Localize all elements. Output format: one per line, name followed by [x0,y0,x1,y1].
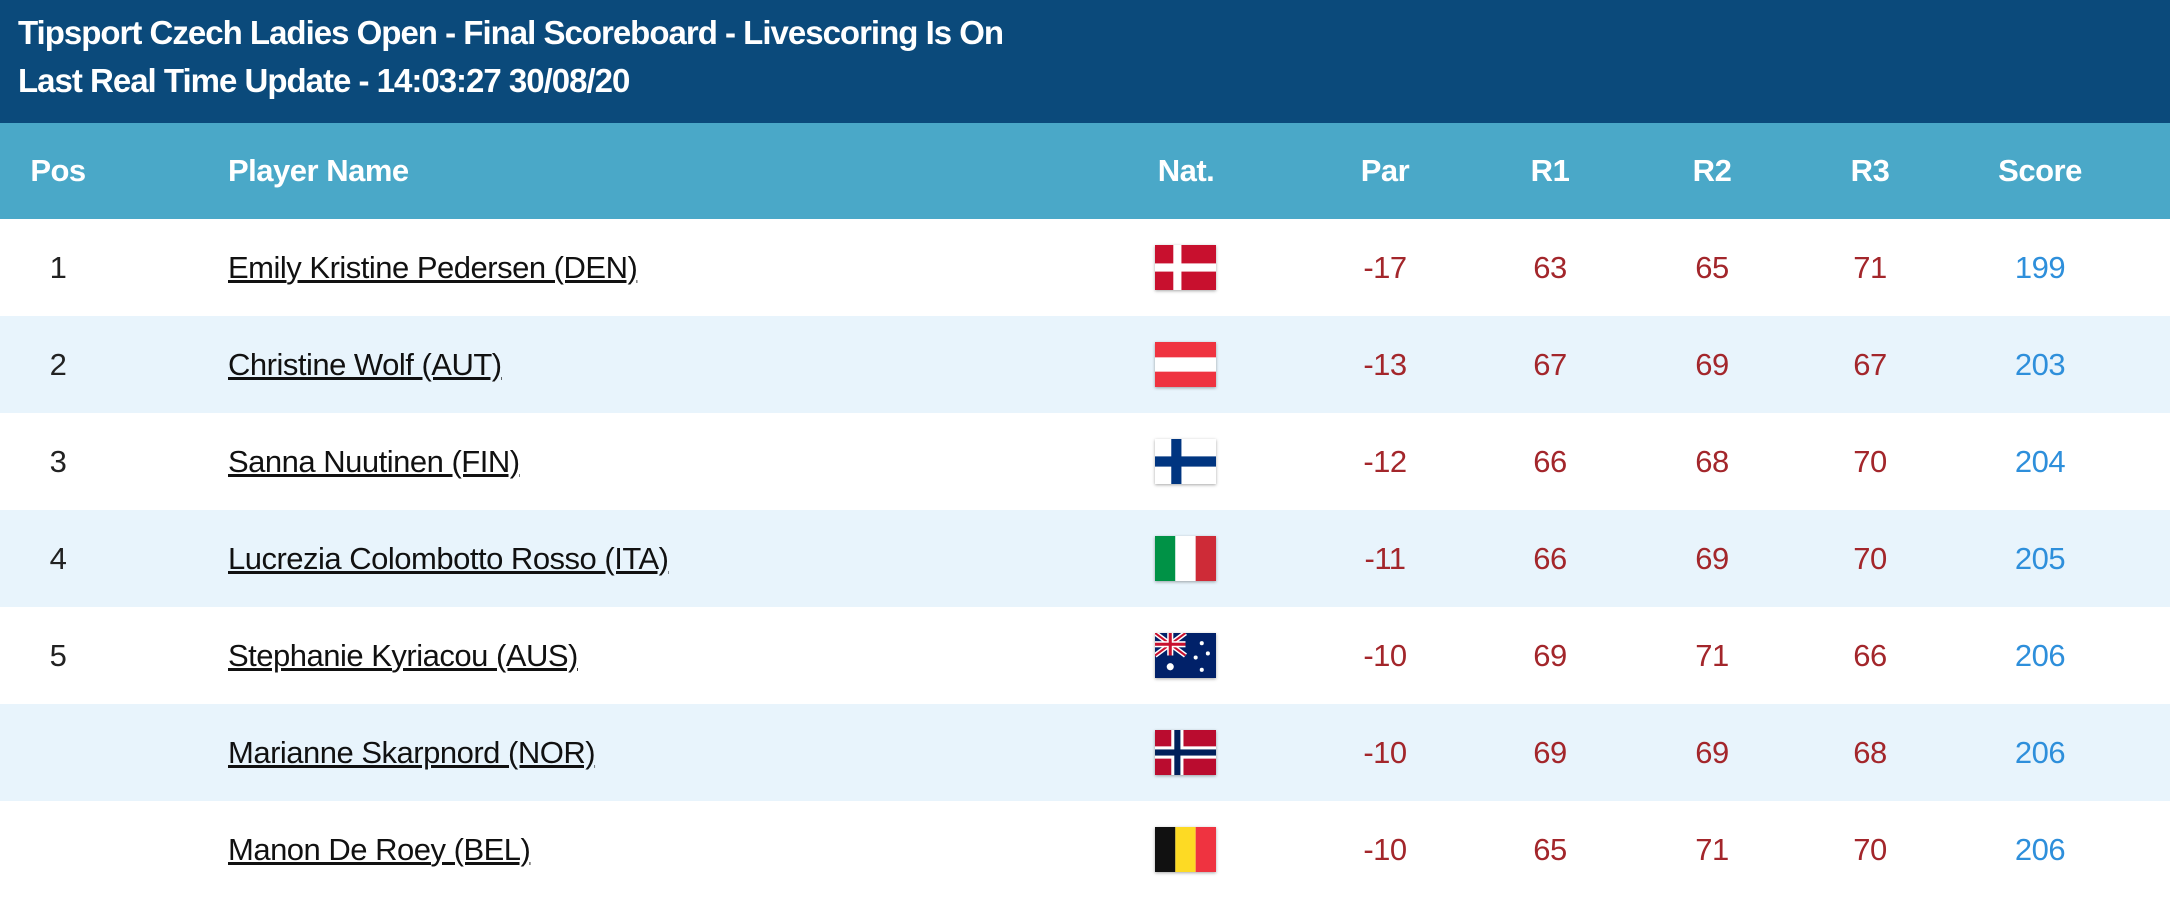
pos-cell: 1 [49,249,67,285]
par-cell: -17 [1363,249,1407,285]
r3-cell: 68 [1853,734,1887,770]
player-link[interactable]: Marianne Skarpnord (NOR) [228,734,596,770]
par-cell: -10 [1363,637,1407,673]
r1-cell: 65 [1533,831,1567,867]
score-cell: 206 [2014,734,2066,770]
column-title: R1 [1530,153,1570,188]
par-cell: -12 [1363,443,1407,479]
column-title: Pos [30,153,86,188]
column-header: Pos Player Name Nat. Par R1 R2 R3 Score [0,123,2170,219]
table-row: 1 Emily Kristine Pedersen (DEN) -17 63 65 71 1… [0,219,2170,316]
score-cell: 203 [2014,346,2066,382]
player-link[interactable]: Manon De Roey (BEL) [228,831,531,867]
par-cell: -13 [1363,346,1407,382]
par-cell: -10 [1363,734,1407,770]
flag-icon [1155,245,1216,290]
flag-icon [1155,827,1216,872]
pos-cell: 3 [49,443,67,479]
r1-cell: 66 [1533,443,1567,479]
table-row: Marianne Skarpnord (NOR) -10 69 69 68 206 [0,704,2170,801]
column-title: Nat. [1157,153,1215,188]
r2-cell: 69 [1695,346,1729,382]
r2-cell: 68 [1695,443,1729,479]
flag-icon [1155,536,1216,581]
r3-cell: 67 [1853,346,1887,382]
score-cell: 204 [2014,443,2066,479]
par-cell: -11 [1364,540,1406,576]
table-row: 2 Christine Wolf (AUT) -13 67 69 67 203 [0,316,2170,413]
column-title: Player Name [228,153,409,188]
flag-icon [1155,439,1216,484]
r3-cell: 71 [1853,249,1887,285]
r2-cell: 69 [1695,540,1729,576]
column-title: Score [1998,153,2082,188]
player-link[interactable]: Emily Kristine Pedersen (DEN) [228,249,638,285]
table-row: 4 Lucrezia Colombotto Rosso (ITA) -11 66 69 7… [0,510,2170,607]
column-title: R3 [1850,153,1890,188]
player-link[interactable]: Christine Wolf (AUT) [228,346,502,382]
r3-cell: 70 [1853,831,1887,867]
r1-cell: 67 [1533,346,1567,382]
r2-cell: 71 [1695,637,1729,673]
r1-cell: 69 [1533,637,1567,673]
player-link[interactable]: Lucrezia Colombotto Rosso (ITA) [228,540,669,576]
score-cell: 206 [2014,831,2066,867]
subtitle: Last Real Time Update - 14:03:27 30/08/2… [18,62,630,99]
player-link[interactable]: Stephanie Kyriacou (AUS) [228,637,578,673]
pos-cell: 2 [49,346,67,382]
r1-cell: 69 [1533,734,1567,770]
pos-cell: 4 [49,540,67,576]
table-row: 5 Stephanie Kyriacou (AUS) -10 69 71 66 206 [0,607,2170,704]
par-cell: -10 [1363,831,1407,867]
score-cell: 206 [2014,637,2066,673]
header: Tipsport Czech Ladies Open - Final Score… [0,0,2170,123]
title: Tipsport Czech Ladies Open - Final Score… [18,14,1004,51]
flag-icon [1155,730,1216,775]
column-title: Par [1360,153,1410,188]
flag-icon [1155,342,1216,387]
r3-cell: 70 [1853,443,1887,479]
column-title: R2 [1692,153,1732,188]
r2-cell: 71 [1695,831,1729,867]
table-row: Manon De Roey (BEL) -10 65 71 70 206 [0,801,2170,898]
player-link[interactable]: Sanna Nuutinen (FIN) [228,443,520,479]
r3-cell: 70 [1853,540,1887,576]
r2-cell: 65 [1695,249,1729,285]
flag-icon [1155,633,1216,678]
r1-cell: 63 [1533,249,1567,285]
r3-cell: 66 [1853,637,1887,673]
score-cell: 199 [2014,249,2066,285]
r2-cell: 69 [1695,734,1729,770]
score-cell: 205 [2014,540,2066,576]
pos-cell: 5 [49,637,67,673]
table-row: 3 Sanna Nuutinen (FIN) -12 66 68 70 204 [0,413,2170,510]
r1-cell: 66 [1533,540,1567,576]
